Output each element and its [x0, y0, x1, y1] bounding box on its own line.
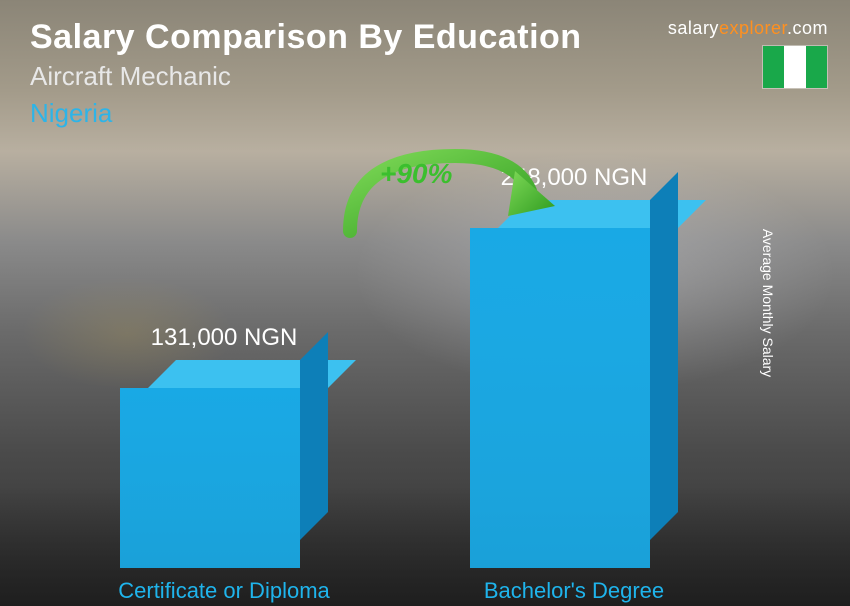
increase-arrow-icon	[320, 136, 580, 276]
brand-suffix: .com	[787, 18, 828, 38]
bar-2: 248,000 NGN Bachelor's Degree	[470, 228, 678, 568]
bar-2-side	[650, 172, 678, 540]
brand-block: salaryexplorer.com	[668, 18, 828, 94]
bar-1-front	[120, 388, 300, 568]
chart-title: Salary Comparison By Education	[30, 18, 582, 57]
bar-2-shape	[470, 228, 678, 568]
bar-1-value: 131,000 NGN	[151, 324, 298, 352]
flag-stripe-mid	[784, 46, 805, 88]
bar-1-shape	[120, 388, 328, 568]
brand-main: salary	[668, 18, 719, 38]
brand-accent: explorer	[719, 18, 787, 38]
bar-chart: +90% 131,000 NGN Certificate or Diploma …	[0, 146, 850, 606]
chart-subtitle: Aircraft Mechanic	[30, 61, 582, 92]
bar-1: 131,000 NGN Certificate or Diploma	[120, 388, 328, 568]
bar-1-label: Certificate or Diploma	[118, 578, 330, 604]
y-axis-label: Average Monthly Salary	[760, 229, 776, 377]
header-block: Salary Comparison By Education Aircraft …	[30, 18, 582, 129]
bar-2-front	[470, 228, 650, 568]
flag-stripe-right	[806, 46, 827, 88]
brand-text: salaryexplorer.com	[668, 18, 828, 39]
bar-1-side	[300, 332, 328, 540]
bar-2-label: Bachelor's Degree	[484, 578, 664, 604]
chart-country: Nigeria	[30, 98, 582, 129]
flag-icon	[762, 45, 828, 89]
flag-stripe-left	[763, 46, 784, 88]
increase-label: +90%	[380, 158, 452, 190]
